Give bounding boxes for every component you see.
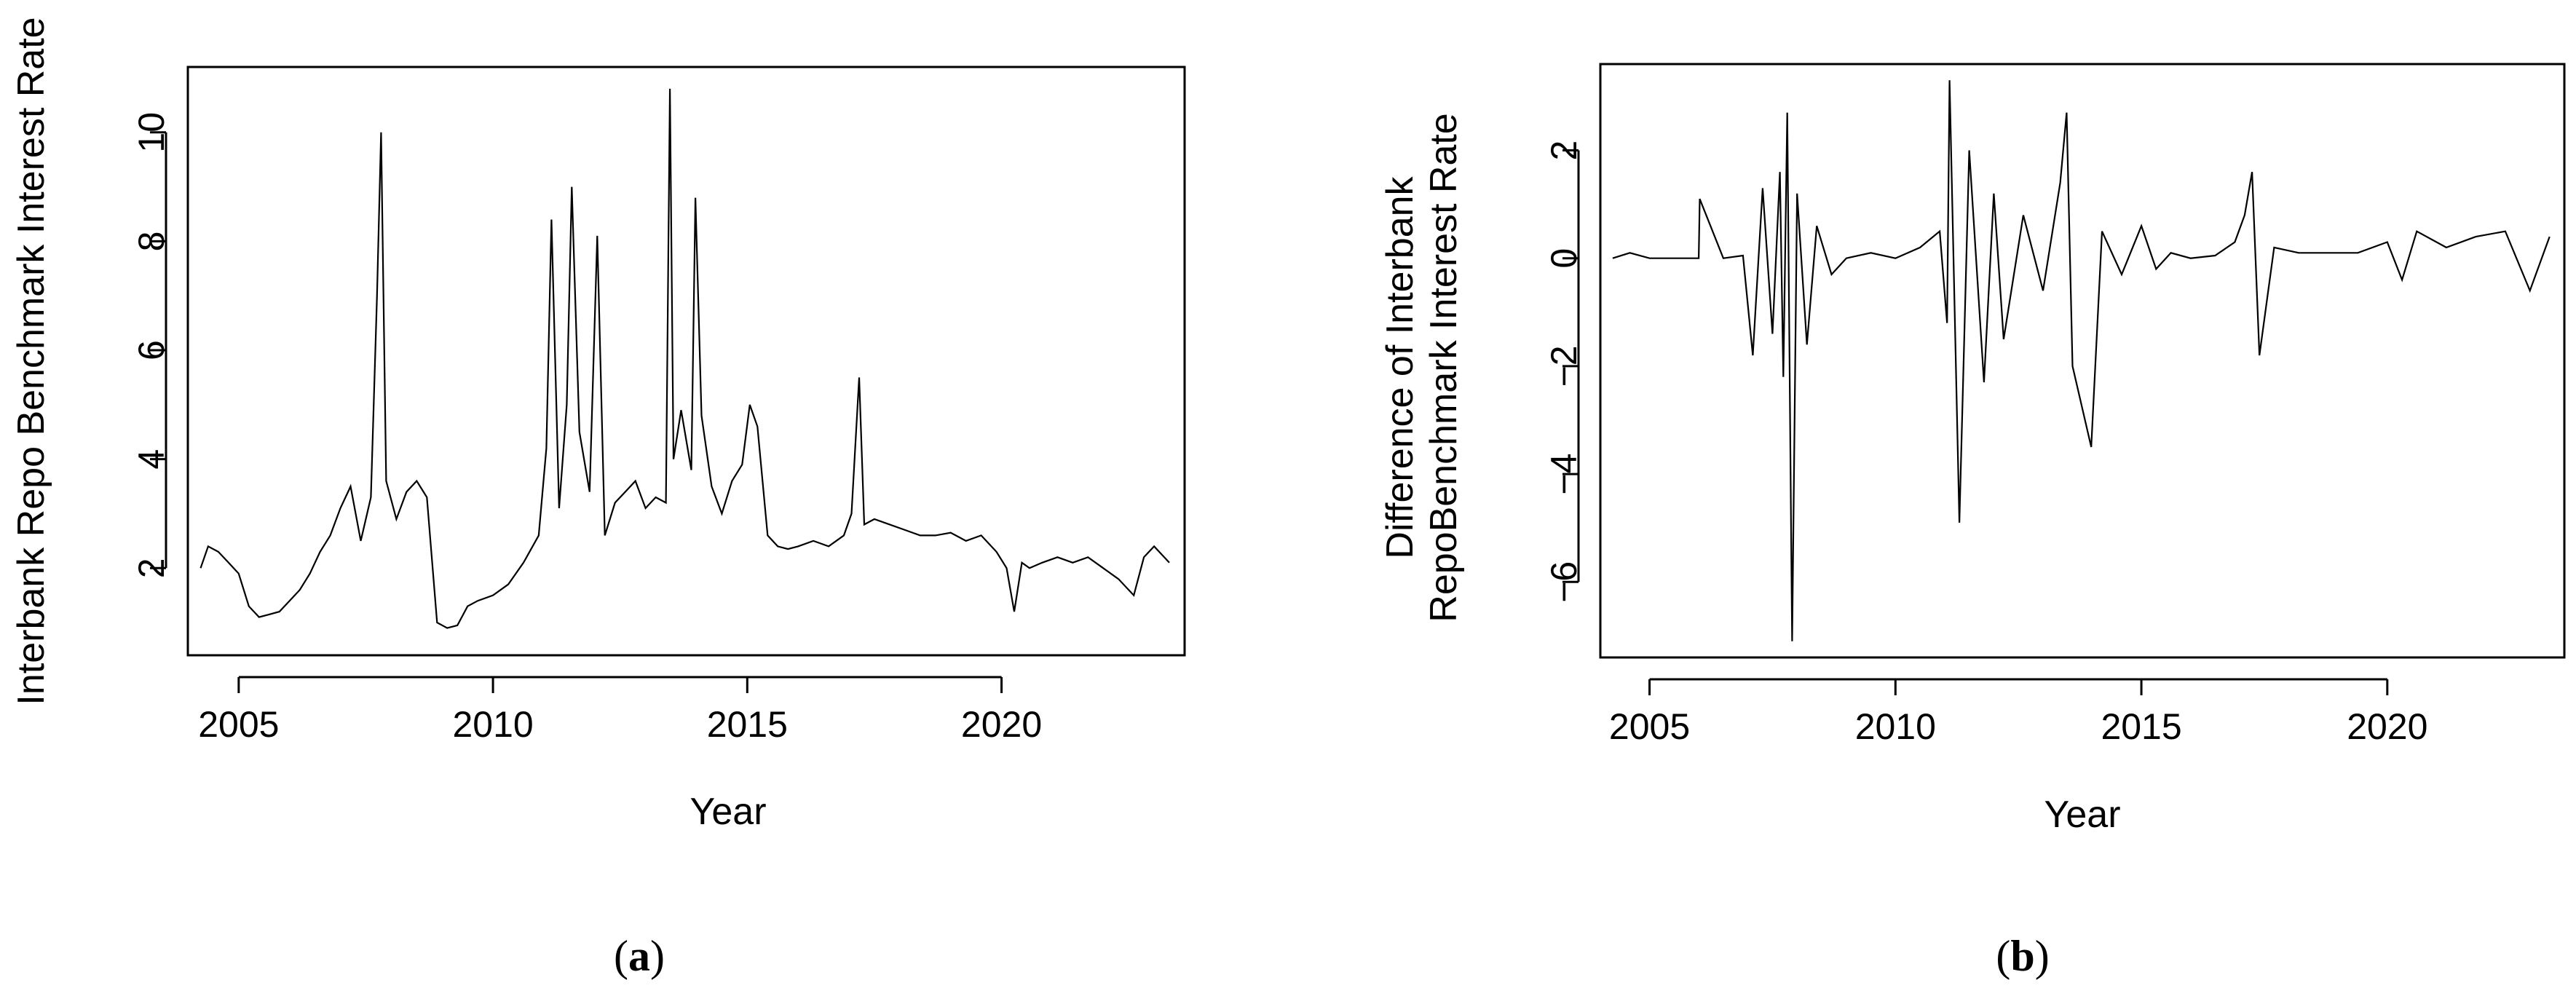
y-axis-a: 2 4 6 8 10 — [131, 112, 172, 578]
panel-label-b: b — [2010, 932, 2034, 980]
y-tick-label-b: −2 — [1544, 345, 1584, 387]
plot-frame-a — [186, 66, 1186, 657]
series-line-a — [199, 88, 1170, 629]
y-axis-title-b-line-1: Difference of Interbank — [1379, 175, 1421, 558]
x-tick-label-b: 2020 — [2347, 706, 2427, 747]
series-polyline-b — [1612, 80, 2551, 641]
x-axis-b: 2005 2010 2015 2020 — [1609, 678, 2427, 747]
plot-frame-b — [1599, 63, 2566, 659]
panel-caption-a: (a) — [614, 932, 665, 980]
x-tick-label-b: 2015 — [2101, 706, 2181, 747]
y-tick-label-b: −6 — [1544, 561, 1584, 603]
x-tick-label-a: 2015 — [707, 704, 788, 745]
series-polyline-a — [199, 88, 1170, 629]
y-tick-label-b: 0 — [1544, 248, 1584, 269]
x-tick-label-a: 2005 — [198, 704, 279, 745]
x-tick-label-b: 2010 — [1855, 706, 1936, 747]
y-tick-label-a: 6 — [131, 340, 172, 360]
x-axis-title-a: Year — [690, 791, 766, 833]
x-tick-label-b: 2005 — [1609, 706, 1690, 747]
panel-label-a: a — [628, 932, 650, 980]
series-line-b — [1612, 80, 2551, 641]
panel-b-chart: 2005 2010 2015 2020 −6 −4 −2 0 2 Year Differenc… — [1379, 63, 2566, 980]
y-axis-title-a: Interbank Repo Benchmark Interest Rate — [10, 17, 52, 705]
panel-a-chart: 2005 2010 2015 2020 2 4 6 8 10 Year Interbank R… — [10, 17, 1186, 980]
y-axis-title-b-line-2: RepoBenchmark Interest Rate — [1423, 113, 1465, 622]
y-tick-label-a: 2 — [131, 558, 172, 578]
x-axis-a: 2005 2010 2015 2020 — [198, 676, 1042, 745]
x-tick-label-a: 2010 — [452, 704, 533, 745]
y-tick-label-a: 8 — [131, 232, 172, 252]
y-tick-label-b: 2 — [1544, 141, 1584, 161]
y-axis-b: −6 −4 −2 0 2 — [1544, 141, 1584, 603]
x-axis-title-b: Year — [2044, 794, 2120, 836]
y-tick-label-b: −4 — [1544, 454, 1584, 495]
panel-caption-b: (b) — [1996, 932, 2049, 980]
x-tick-label-a: 2020 — [961, 704, 1042, 745]
y-tick-label-a: 10 — [131, 112, 172, 153]
y-tick-label-a: 4 — [131, 449, 172, 470]
